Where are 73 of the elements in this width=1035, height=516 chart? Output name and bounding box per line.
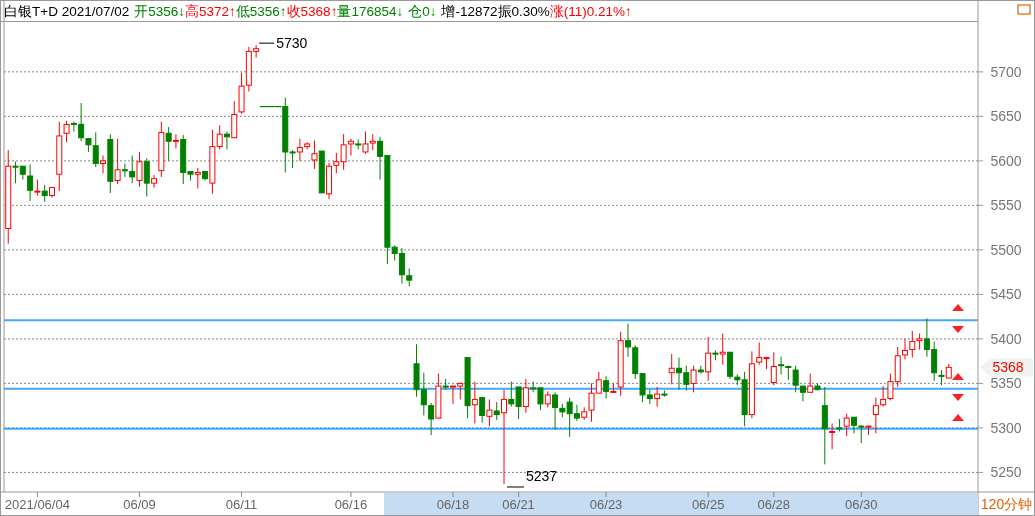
candlestick [654,386,661,408]
candlestick [829,422,836,450]
x-tick-label: 2021/06/04 [4,497,70,512]
candlestick [479,397,486,424]
candlestick [486,398,493,427]
candlestick [311,139,318,170]
x-tick-label: 06/30 [844,497,878,512]
text: 低5356↑ [235,4,287,19]
chart-title: 白银T+D 2021/07/02 [4,4,130,19]
candlestick [909,330,916,359]
y-tick-label: 5500 [990,241,1022,258]
candlestick [821,386,828,465]
candlestick [770,351,777,386]
y-tick-label: 5300 [990,419,1022,436]
candlestick [552,391,559,431]
text: 高5372↑ [185,4,236,19]
y-tick-label: 5600 [990,152,1022,169]
y-tick-label: 5400 [990,330,1022,347]
text: 开5356↓ [134,4,185,19]
text: 收5368↑ [286,4,338,19]
candlestick [151,174,158,189]
text: 增-12872 [440,4,498,19]
candlestick [172,133,179,149]
candlestick [129,155,136,184]
y-tick-label: 5350 [990,375,1022,392]
candlestick [719,333,726,366]
y-tick-label: 5700 [990,63,1022,80]
annotation: 5730 [276,35,308,52]
text: 仓0↓ [408,4,437,19]
y-tick-label: 5650 [990,108,1022,125]
x-tick-label: 06/18 [436,497,470,512]
candlestick [296,138,303,162]
candlestick [63,120,70,143]
text: 5368 [992,359,1024,376]
candlestick [778,356,785,375]
candlestick [121,163,128,178]
text: 振0.30% [497,4,550,19]
y-tick-label: 5250 [990,464,1022,481]
x-tick-label: 06/23 [589,497,623,512]
candlestick [522,378,529,414]
text: 量176854↓ [337,4,404,19]
text: 涨(11)0.21%↑ [549,4,632,19]
x-tick-label: 06/28 [757,497,791,512]
candlestick [705,336,712,382]
candlestick [136,151,143,188]
candlestick [92,131,99,168]
candlestick [428,402,435,436]
y-tick-label: 5450 [990,286,1022,303]
candlestick [880,385,887,408]
candlestick [471,381,478,424]
x-tick-label: 06/11 [225,497,258,512]
candlestick [668,353,675,385]
candlestick [27,163,34,202]
candlestick [143,157,150,197]
text: 120分钟 [980,496,1033,512]
x-tick-label: 06/16 [334,497,368,512]
candlestick [872,397,879,434]
candlestick [807,373,814,393]
candlestick [690,365,697,393]
candlestick [114,138,121,185]
candlestick [100,155,107,174]
annotation: 5237 [526,467,558,484]
candlestick [697,365,704,375]
x-tick-label: 06/09 [123,497,156,512]
candlestick [603,375,610,400]
y-tick-label: 5550 [990,197,1022,214]
candlestick [231,100,238,139]
candlestick [501,389,508,485]
candlestick [843,413,850,437]
x-tick-label: 06/25 [691,497,725,512]
x-tick-label: 06/21 [502,497,535,512]
candlestick [194,167,201,189]
candlestick [165,126,172,162]
